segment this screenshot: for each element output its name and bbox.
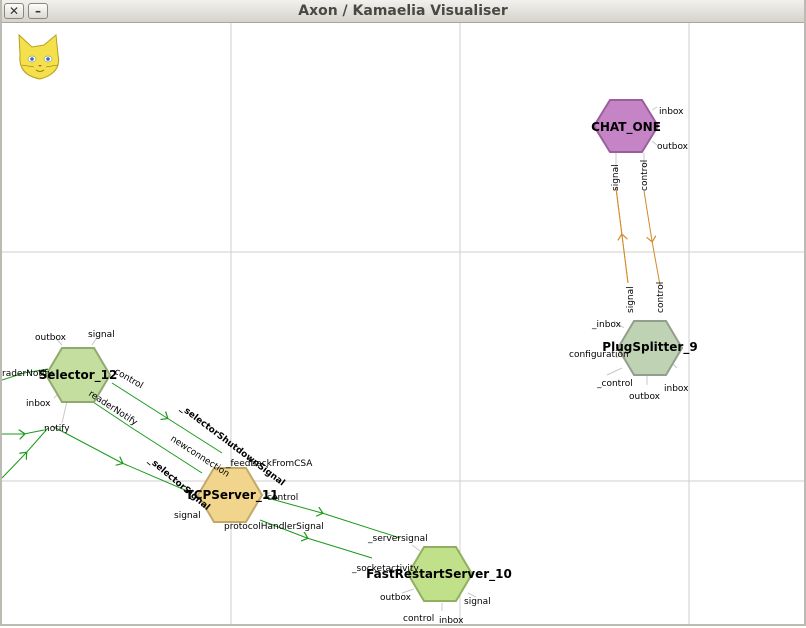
link-selector-control — [111, 382, 223, 454]
port-label: outbox — [35, 333, 67, 343]
port-label: _inbox — [591, 320, 622, 330]
node-label-chat-one: CHAT_ONE — [591, 120, 661, 135]
port-label: inbox — [26, 399, 51, 409]
link-socketactivity — [259, 519, 373, 559]
grid-lines — [2, 23, 804, 624]
port-label: control — [656, 282, 666, 313]
port-label: inbox — [664, 384, 689, 394]
port-label: signal — [174, 511, 201, 521]
port-label: inbox — [659, 107, 684, 117]
port-label: signal — [626, 286, 636, 313]
node-label-selector: Selector_12 — [39, 368, 118, 383]
port-label: _control — [596, 379, 633, 389]
port-label: protocolHandlerSignal — [224, 522, 324, 532]
close-icon[interactable]: ✕ — [4, 3, 24, 19]
link-inbox-left — [2, 430, 45, 434]
port-label: _selectorSignal — [146, 456, 211, 513]
port-label: control — [403, 614, 434, 624]
port-label: raderNotify — [2, 369, 53, 379]
port-label: signal — [88, 330, 115, 340]
port-label: outbox — [657, 142, 689, 152]
link-reader-notify — [86, 397, 203, 474]
link-selector-signal — [51, 425, 193, 494]
node-selector[interactable]: Selector_12 outbox signal raderNotify in… — [2, 330, 145, 434]
port-label: control — [640, 160, 650, 191]
port-label: outbox — [629, 392, 661, 402]
node-fast-restart-server[interactable]: FastRestartServer_10 _serversignal _sock… — [351, 534, 512, 626]
node-tcp-server[interactable]: TCPServer_11 _feedbackFromCSA _selectorS… — [146, 403, 324, 532]
port-label: outbox — [380, 593, 412, 603]
port-label: control — [267, 493, 298, 503]
port-label: _serversignal — [367, 534, 428, 544]
port-label: configuration — [569, 350, 629, 360]
graph-svg[interactable]: CHAT_ONE inbox outbox signal control Plu… — [1, 23, 804, 626]
graph-canvas[interactable]: CHAT_ONE inbox outbox signal control Plu… — [1, 23, 804, 626]
link-notify-left — [1, 427, 49, 479]
port-label: _feedbackFromCSA — [225, 459, 313, 469]
node-label-plug-splitter: PlugSplitter_9 — [602, 340, 697, 355]
port-label: signal — [464, 597, 491, 607]
port-label: inbox — [439, 616, 464, 624]
link-serversignal — [263, 496, 401, 539]
port-label: notify — [44, 424, 70, 434]
port-label: _socketactivity — [351, 564, 419, 574]
link-chat-control — [643, 190, 661, 286]
node-plug-splitter[interactable]: PlugSplitter_9 signal control _inbox con… — [569, 282, 698, 402]
title-bar[interactable]: Axon / Kamaelia Visualiser ✕ – — [0, 0, 806, 23]
node-chat-one[interactable]: CHAT_ONE inbox outbox signal control — [591, 99, 689, 191]
minimize-icon[interactable]: – — [28, 3, 48, 19]
node-label-tcp-server: TCPServer_11 — [185, 488, 278, 503]
links — [1, 187, 661, 559]
port-label: signal — [611, 164, 621, 191]
node-label-fast-restart: FastRestartServer_10 — [366, 567, 512, 582]
link-rader-notify — [1, 368, 49, 381]
cat-icon — [18, 33, 60, 80]
window-title: Axon / Kamaelia Visualiser — [298, 3, 508, 19]
